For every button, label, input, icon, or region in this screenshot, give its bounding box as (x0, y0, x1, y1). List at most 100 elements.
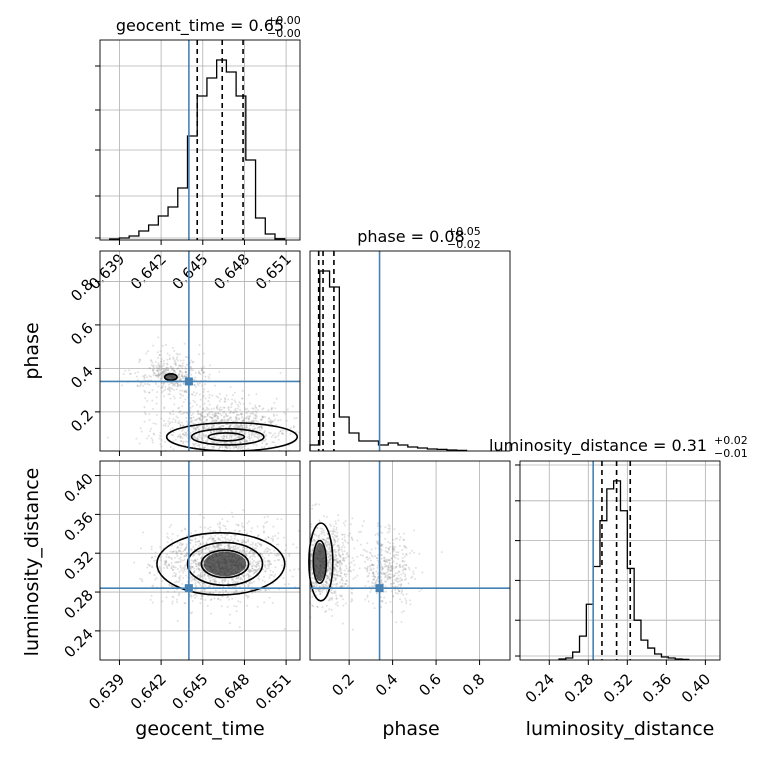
scatter-point (160, 387, 163, 390)
scatter-point (256, 408, 259, 411)
scatter-point (201, 432, 204, 435)
scatter-point (332, 537, 335, 540)
scatter-point (337, 552, 340, 555)
scatter-point (239, 424, 242, 427)
scatter-point (369, 590, 372, 593)
scatter-point (236, 539, 239, 542)
scatter-point (405, 599, 408, 602)
scatter-point (238, 549, 241, 552)
scatter-point (212, 424, 215, 427)
scatter-point (261, 408, 264, 411)
scatter-point (267, 561, 270, 564)
scatter-point (204, 375, 207, 378)
scatter-point (336, 531, 339, 534)
scatter-point (244, 594, 247, 597)
scatter-point (342, 558, 345, 561)
scatter-point (160, 362, 163, 365)
scatter-point (380, 557, 383, 560)
scatter-point (225, 414, 228, 417)
x-tick-label: 0.4 (372, 670, 402, 700)
scatter-point (323, 531, 326, 534)
scatter-point (217, 416, 220, 419)
scatter-point (235, 410, 238, 413)
scatter-point (190, 594, 193, 597)
scatter-point (226, 446, 229, 449)
scatter-point (194, 562, 197, 565)
scatter-point (341, 582, 344, 585)
scatter-point (214, 539, 217, 542)
scatter-point (272, 420, 275, 423)
scatter-point (264, 566, 267, 569)
scatter-point (214, 589, 217, 592)
scatter-point (181, 567, 184, 570)
scatter-point (203, 426, 206, 429)
scatter-point (252, 407, 255, 410)
scatter-point (368, 557, 371, 560)
scatter-point (249, 562, 252, 565)
scatter-point (214, 412, 217, 415)
scatter-point (200, 595, 203, 598)
scatter-point (184, 528, 187, 531)
scatter-point (249, 550, 252, 553)
scatter-point (275, 554, 278, 557)
scatter-point (243, 550, 246, 553)
scatter-point (192, 546, 195, 549)
scatter-point (336, 601, 339, 604)
scatter-point (381, 532, 384, 535)
scatter-point (122, 372, 125, 375)
scatter-point (174, 561, 177, 564)
scatter-point (162, 384, 165, 387)
scatter-point (198, 569, 201, 572)
scatter-point (185, 555, 188, 558)
scatter-point (194, 541, 197, 544)
scatter-point (143, 411, 146, 414)
scatter-point (347, 534, 350, 537)
scatter-point (234, 409, 237, 412)
panel-luminosity-vs-geocent-time: 0.6390.6420.6450.6480.6510.240.280.320.3… (60, 460, 301, 713)
scatter-point (184, 549, 187, 552)
scatter-point (288, 554, 291, 557)
scatter-point (189, 431, 192, 434)
scatter-point (344, 582, 347, 585)
scatter-point (255, 444, 258, 447)
scatter-point (189, 542, 192, 545)
scatter-point (202, 570, 205, 573)
scatter-point (179, 566, 182, 569)
scatter-point (211, 537, 214, 540)
scatter-point (328, 567, 331, 570)
scatter-point (161, 391, 164, 394)
scatter-point (219, 598, 222, 601)
scatter-point (213, 545, 216, 548)
scatter-point (241, 539, 244, 542)
scatter-point (181, 389, 184, 392)
scatter-point (221, 589, 224, 592)
scatter-point (383, 557, 386, 560)
scatter-point (211, 417, 214, 420)
scatter-point (242, 574, 245, 577)
scatter-point (389, 570, 392, 573)
scatter-point (191, 361, 194, 364)
scatter-point (329, 557, 332, 560)
scatter-point (174, 575, 177, 578)
scatter-point (267, 565, 270, 568)
scatter-point (254, 590, 257, 593)
scatter-point (201, 411, 204, 414)
scatter-point (374, 547, 377, 550)
scatter-point (198, 428, 201, 431)
scatter-point (176, 552, 179, 555)
scatter-point (258, 435, 261, 438)
scatter-point (194, 579, 197, 582)
scatter-point (202, 585, 205, 588)
scatter-point (165, 561, 168, 564)
scatter-point (167, 369, 170, 372)
scatter-point (183, 569, 186, 572)
scatter-point (267, 535, 270, 538)
scatter-point (161, 580, 164, 583)
scatter-point (239, 403, 242, 406)
scatter-point (197, 550, 200, 553)
scatter-point (352, 559, 355, 562)
scatter-point (318, 534, 321, 537)
scatter-point (256, 420, 259, 423)
scatter-point (250, 530, 253, 533)
scatter-point (154, 578, 157, 581)
